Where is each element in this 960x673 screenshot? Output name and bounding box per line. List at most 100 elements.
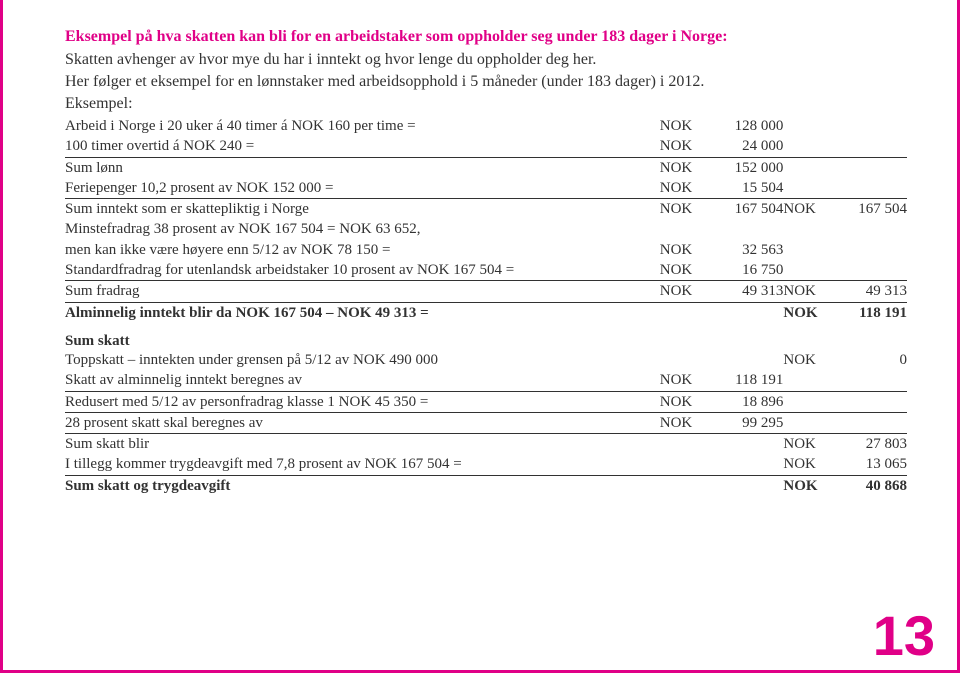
row-currency-2: NOK <box>783 199 830 220</box>
table-row: 100 timer overtid á NOK 240 =NOK24 000 <box>65 136 907 157</box>
row-currency: NOK <box>660 157 707 178</box>
row-currency <box>660 302 707 323</box>
row-currency-2: NOK <box>783 475 830 496</box>
table-row: Minstefradrag 38 prosent av NOK 167 504 … <box>65 219 907 239</box>
row-currency-2 <box>783 260 830 281</box>
table-row: Alminnelig inntekt blir da NOK 167 504 –… <box>65 302 907 323</box>
table-row: Sum fradragNOK49 313NOK49 313 <box>65 281 907 302</box>
page-number: 13 <box>873 603 935 668</box>
row-amount: 15 504 <box>706 178 783 199</box>
row-label: 100 timer overtid á NOK 240 = <box>65 136 660 157</box>
sum-skatt-heading: Sum skatt <box>65 333 907 350</box>
row-label: Arbeid i Norge i 20 uker á 40 timer á NO… <box>65 116 660 136</box>
row-label: Sum skatt og trygdeavgift <box>65 475 660 496</box>
row-label: Sum skatt blir <box>65 434 660 455</box>
table-row: Arbeid i Norge i 20 uker á 40 timer á NO… <box>65 116 907 136</box>
row-amount-2: 0 <box>830 350 907 370</box>
row-currency-2 <box>783 219 830 239</box>
row-currency-2 <box>783 412 830 433</box>
table-row: I tillegg kommer trygdeavgift med 7,8 pr… <box>65 454 907 475</box>
row-amount: 99 295 <box>706 412 783 433</box>
row-amount-2 <box>830 391 907 412</box>
row-amount <box>706 302 783 323</box>
row-currency <box>660 475 707 496</box>
row-amount <box>706 219 783 239</box>
table-row: Sum lønnNOK152 000 <box>65 157 907 178</box>
table-row: Sum skatt blirNOK27 803 <box>65 434 907 455</box>
row-label: Minstefradrag 38 prosent av NOK 167 504 … <box>65 219 660 239</box>
table-row: men kan ikke være høyere enn 5/12 av NOK… <box>65 240 907 260</box>
row-currency-2: NOK <box>783 454 830 475</box>
row-label: Alminnelig inntekt blir da NOK 167 504 –… <box>65 302 660 323</box>
table-row: Standardfradrag for utenlandsk arbeidsta… <box>65 260 907 281</box>
row-currency: NOK <box>660 391 707 412</box>
row-currency-2 <box>783 391 830 412</box>
row-amount: 24 000 <box>706 136 783 157</box>
row-currency-2 <box>783 178 830 199</box>
row-amount: 167 504 <box>706 199 783 220</box>
row-amount-2 <box>830 412 907 433</box>
row-amount: 118 191 <box>706 370 783 391</box>
row-label: 28 prosent skatt skal beregnes av <box>65 412 660 433</box>
row-label: Redusert med 5/12 av personfradrag klass… <box>65 391 660 412</box>
row-currency <box>660 350 707 370</box>
row-amount <box>706 434 783 455</box>
row-amount: 18 896 <box>706 391 783 412</box>
row-amount: 152 000 <box>706 157 783 178</box>
row-amount <box>706 350 783 370</box>
row-amount: 49 313 <box>706 281 783 302</box>
calculation-table-tax: Toppskatt – inntekten under grensen på 5… <box>65 350 907 496</box>
table-row: Sum inntekt som er skattepliktig i Norge… <box>65 199 907 220</box>
row-amount-2: 40 868 <box>830 475 907 496</box>
row-currency: NOK <box>660 240 707 260</box>
row-amount-2 <box>830 157 907 178</box>
table-row: Redusert med 5/12 av personfradrag klass… <box>65 391 907 412</box>
row-currency-2: NOK <box>783 434 830 455</box>
table-row: 28 prosent skatt skal beregnes avNOK99 2… <box>65 412 907 433</box>
row-currency: NOK <box>660 178 707 199</box>
row-amount-2 <box>830 370 907 391</box>
row-amount <box>706 454 783 475</box>
row-currency <box>660 454 707 475</box>
row-currency-2 <box>783 136 830 157</box>
row-amount-2 <box>830 116 907 136</box>
row-currency-2 <box>783 240 830 260</box>
row-amount-2: 13 065 <box>830 454 907 475</box>
row-currency: NOK <box>660 260 707 281</box>
row-currency-2: NOK <box>783 281 830 302</box>
row-currency: NOK <box>660 412 707 433</box>
row-currency-2: NOK <box>783 302 830 323</box>
table-row: Skatt av alminnelig inntekt beregnes avN… <box>65 370 907 391</box>
row-amount-2 <box>830 178 907 199</box>
table-row: Feriepenger 10,2 prosent av NOK 152 000 … <box>65 178 907 199</box>
row-amount-2: 167 504 <box>830 199 907 220</box>
table-row: Toppskatt – inntekten under grensen på 5… <box>65 350 907 370</box>
intro-line-3: Eksempel: <box>65 94 907 114</box>
row-label: Skatt av alminnelig inntekt beregnes av <box>65 370 660 391</box>
row-amount: 32 563 <box>706 240 783 260</box>
row-currency-2: NOK <box>783 350 830 370</box>
table-row: Sum skatt og trygdeavgift NOK40 868 <box>65 475 907 496</box>
row-currency-2 <box>783 157 830 178</box>
row-currency-2 <box>783 116 830 136</box>
row-label: Feriepenger 10,2 prosent av NOK 152 000 … <box>65 178 660 199</box>
row-amount-2 <box>830 260 907 281</box>
row-label: men kan ikke være høyere enn 5/12 av NOK… <box>65 240 660 260</box>
row-label: Sum lønn <box>65 157 660 178</box>
row-amount-2 <box>830 219 907 239</box>
row-amount: 128 000 <box>706 116 783 136</box>
intro-line-1: Skatten avhenger av hvor mye du har i in… <box>65 50 907 70</box>
page: Eksempel på hva skatten kan bli for en a… <box>0 0 960 673</box>
row-currency-2 <box>783 370 830 391</box>
row-currency: NOK <box>660 116 707 136</box>
row-amount-2 <box>830 240 907 260</box>
row-label: Toppskatt – inntekten under grensen på 5… <box>65 350 660 370</box>
intro-line-2: Her følger et eksempel for en lønnstaker… <box>65 72 907 92</box>
row-currency: NOK <box>660 199 707 220</box>
calculation-table-income: Arbeid i Norge i 20 uker á 40 timer á NO… <box>65 116 907 323</box>
row-amount-2: 118 191 <box>830 302 907 323</box>
row-amount-2: 49 313 <box>830 281 907 302</box>
row-label: I tillegg kommer trygdeavgift med 7,8 pr… <box>65 454 660 475</box>
row-label: Sum inntekt som er skattepliktig i Norge <box>65 199 660 220</box>
example-title: Eksempel på hva skatten kan bli for en a… <box>65 28 907 46</box>
